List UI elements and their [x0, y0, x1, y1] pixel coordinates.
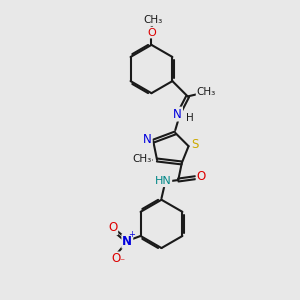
Text: O: O	[108, 221, 117, 234]
Text: HN: HN	[154, 176, 171, 186]
Text: CH₃: CH₃	[196, 87, 216, 97]
Text: +: +	[128, 230, 135, 239]
Text: O: O	[111, 252, 120, 266]
Text: S: S	[191, 138, 199, 151]
Text: CH₃: CH₃	[132, 154, 152, 164]
Text: O: O	[147, 28, 156, 38]
Text: H: H	[186, 113, 193, 123]
Text: O: O	[196, 170, 206, 183]
Text: N: N	[173, 108, 182, 121]
Text: N: N	[122, 235, 132, 248]
Text: ⁻: ⁻	[119, 257, 124, 267]
Text: CH₃: CH₃	[143, 15, 163, 25]
Text: N: N	[143, 133, 152, 146]
